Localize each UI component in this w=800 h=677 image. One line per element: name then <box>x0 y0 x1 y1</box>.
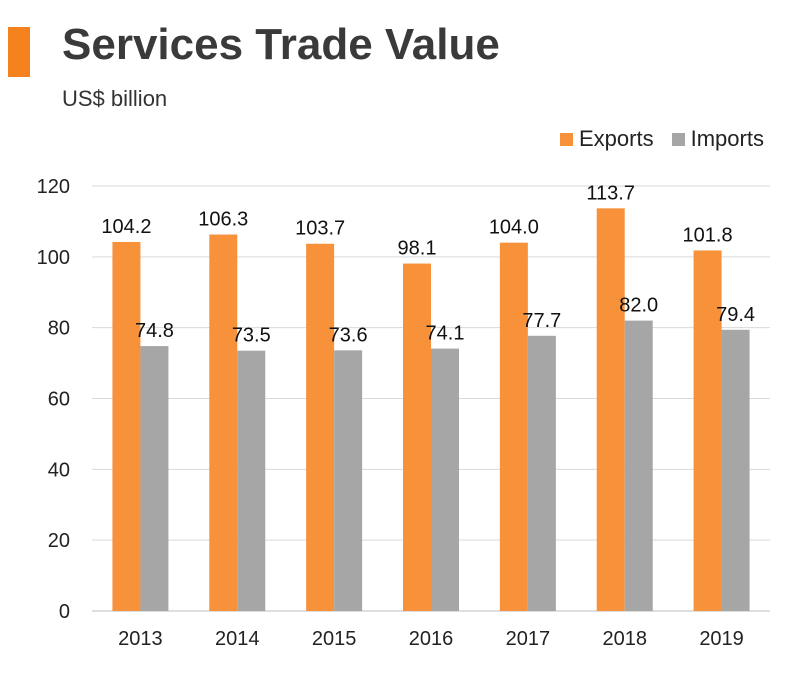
y-tick-label: 80 <box>48 318 70 340</box>
import-data-label: 74.1 <box>426 323 465 345</box>
legend-swatch-exports <box>560 132 573 146</box>
y-tick-label: 40 <box>48 459 70 481</box>
export-bar <box>403 263 431 611</box>
export-bar <box>306 243 335 611</box>
import-bar <box>624 320 653 611</box>
import-data-label: 74.8 <box>135 320 174 342</box>
export-data-label: 113.7 <box>586 182 635 204</box>
export-data-label: 98.1 <box>398 238 437 260</box>
x-tick-label: 2016 <box>409 628 454 650</box>
import-data-label: 73.6 <box>329 324 368 346</box>
x-tick-label: 2019 <box>699 628 744 650</box>
import-data-label: 77.7 <box>522 310 561 332</box>
export-data-label: 106.3 <box>198 209 248 231</box>
import-bar <box>237 350 266 611</box>
import-data-label: 73.5 <box>232 325 271 347</box>
export-bar <box>209 234 238 612</box>
y-tick-label: 20 <box>48 530 70 552</box>
import-data-label: 82.0 <box>619 295 658 317</box>
export-bar <box>112 241 141 612</box>
import-bar <box>140 346 169 611</box>
export-bar <box>596 208 625 611</box>
export-data-label: 103.7 <box>295 218 345 240</box>
x-tick-label: 2018 <box>602 628 647 650</box>
legend-item-imports: Imports <box>671 126 764 152</box>
legend-label-exports: Exports <box>579 126 654 151</box>
export-bar <box>499 242 528 611</box>
y-tick-label: 120 <box>37 176 70 198</box>
legend-swatch-imports <box>671 132 685 146</box>
y-tick-label: 60 <box>48 389 70 411</box>
import-data-label: 79.4 <box>716 304 755 326</box>
x-tick-label: 2014 <box>215 628 260 650</box>
export-data-label: 104.0 <box>489 217 539 239</box>
import-bar <box>334 350 363 611</box>
import-bar <box>721 329 750 611</box>
chart-subtitle: US$ billion <box>62 86 168 111</box>
title-accent-bar <box>8 27 30 77</box>
export-bar <box>693 250 722 612</box>
y-tick-label: 0 <box>59 601 70 623</box>
import-bar <box>431 348 459 611</box>
y-tick-label: 100 <box>37 247 70 269</box>
import-bar <box>527 335 556 611</box>
chart-title: Services Trade Value <box>62 20 500 69</box>
legend-item-exports: Exports <box>560 126 654 152</box>
x-tick-label: 2013 <box>118 628 163 650</box>
legend-label-imports: Imports <box>690 126 764 151</box>
export-data-label: 101.8 <box>683 224 733 246</box>
legend: Exports Imports <box>560 126 764 152</box>
x-tick-label: 2017 <box>506 628 551 650</box>
x-tick-label: 2015 <box>312 628 357 650</box>
export-data-label: 104.2 <box>101 216 151 238</box>
